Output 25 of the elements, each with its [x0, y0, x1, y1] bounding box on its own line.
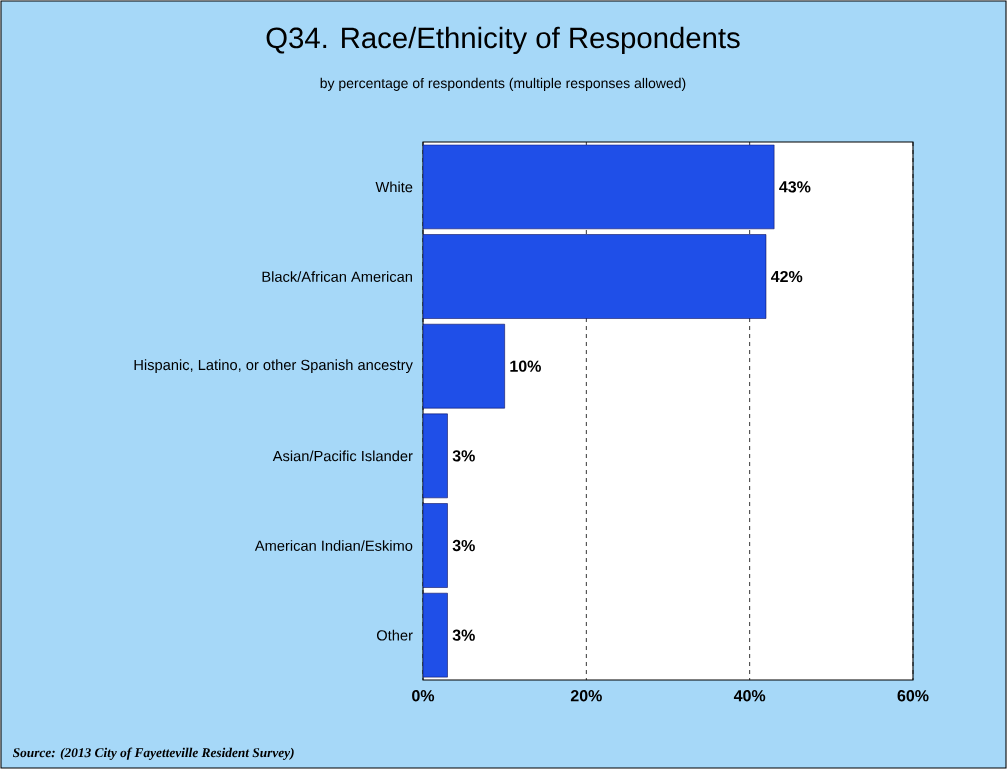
y-tick-label: Asian/Pacific Islander — [272, 450, 413, 462]
bar — [423, 503, 448, 588]
y-tick-label: American Indian/Eskimo — [254, 540, 413, 551]
bar — [423, 592, 448, 678]
bar — [423, 234, 767, 319]
data-label: 10% — [510, 360, 541, 372]
x-tick-label: 40% — [733, 690, 766, 702]
data-label: 3% — [452, 539, 475, 552]
source-note: Source: (2013 City of Fayetteville Resident Survey) — [12, 747, 294, 760]
y-tick-label: Hispanic, Latino, or other Spanish ancestry — [134, 359, 413, 374]
y-tick-label: White — [375, 181, 413, 193]
x-tick-label: 60% — [897, 690, 929, 702]
data-label: 43% — [779, 181, 811, 193]
x-tick-label: 0% — [412, 690, 435, 702]
chart-title: Q34. Race/Ethnicity of Respondents — [266, 26, 740, 55]
data-label: 3% — [452, 450, 475, 462]
x-tick-label: 20% — [570, 690, 602, 702]
chart-subtitle: by percentage of respondents (multiple responses allowed) — [320, 77, 686, 91]
bar — [423, 144, 775, 230]
y-tick-label: Black/African American — [262, 271, 412, 282]
bar — [423, 323, 505, 409]
y-tick-label: Other — [376, 629, 413, 641]
bar — [423, 413, 448, 499]
data-label: 42% — [770, 270, 803, 283]
data-label: 3% — [452, 629, 475, 641]
